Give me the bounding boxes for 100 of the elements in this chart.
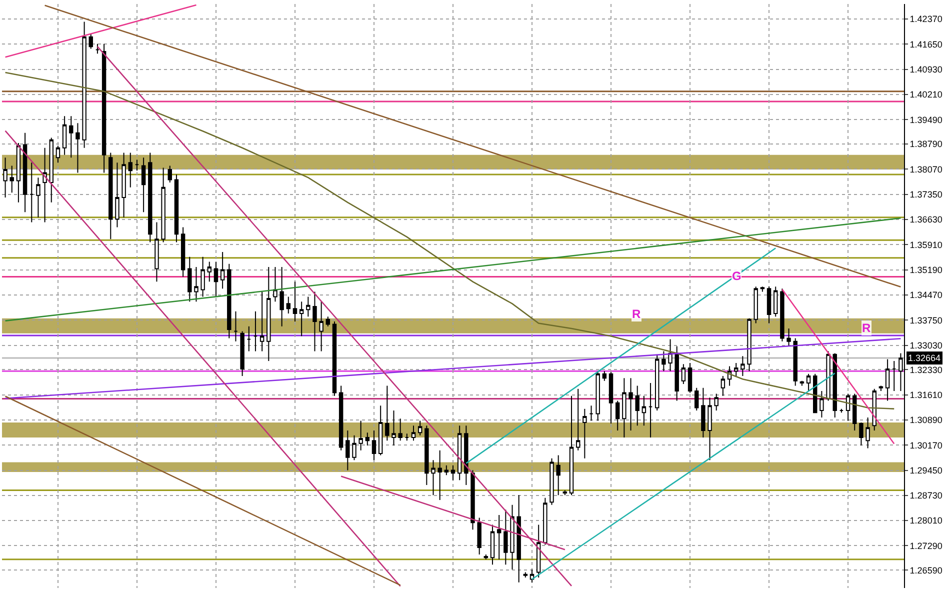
y-tick-label: 1.28730	[910, 490, 942, 501]
candlestick	[846, 393, 850, 422]
candlestick	[220, 251, 225, 290]
candlestick	[569, 395, 574, 496]
candlestick	[404, 433, 410, 442]
candlestick	[280, 266, 284, 327]
candlestick	[36, 177, 40, 218]
y-tick-label: 1.33750	[910, 315, 942, 326]
candlestick	[115, 162, 120, 228]
candlestick	[260, 291, 264, 352]
candlestick	[720, 375, 726, 396]
candlestick	[10, 165, 14, 194]
annotation: G	[732, 269, 742, 283]
y-tick-label: 1.41650	[910, 39, 942, 50]
candlestick	[180, 226, 186, 278]
candlestick	[444, 464, 449, 476]
candlestick	[760, 286, 765, 292]
candlestick	[378, 405, 383, 456]
y-tick-label: 1.31610	[910, 390, 942, 400]
candlestick	[688, 362, 692, 394]
candlestick	[648, 382, 653, 438]
candlestick	[372, 430, 376, 461]
candlestick	[332, 321, 337, 396]
candlestick	[654, 354, 660, 412]
candlestick	[596, 370, 600, 422]
candlestick	[866, 417, 870, 449]
candlestick	[194, 266, 198, 302]
candlestick	[299, 301, 304, 337]
candlestick	[266, 266, 271, 362]
candlestick	[319, 301, 324, 352]
candlestick	[306, 296, 310, 318]
candlestick	[102, 43, 106, 174]
candlestick	[168, 165, 172, 183]
candlestick	[62, 116, 67, 156]
candlestick	[608, 372, 614, 424]
candlestick	[674, 346, 679, 402]
candlestick	[496, 514, 502, 560]
candlestick	[516, 494, 521, 583]
candlestick	[457, 425, 462, 481]
candlestick	[793, 338, 798, 386]
candlestick	[550, 458, 554, 506]
candlestick	[392, 410, 396, 446]
ref-line-label: 1.32664	[908, 353, 941, 363]
y-tick-label: 1.40930	[910, 64, 942, 74]
y-tick-label: 1.26590	[910, 565, 942, 576]
line-series	[4, 72, 895, 410]
candlestick	[589, 405, 594, 422]
candlestick	[76, 122, 80, 174]
candlestick	[754, 286, 758, 324]
candlestick	[312, 291, 317, 352]
annotation: R	[632, 307, 641, 321]
candlestick	[701, 387, 706, 438]
candlestick	[477, 517, 482, 555]
candlestick	[628, 378, 633, 431]
candlestick	[95, 43, 100, 54]
y-tick-label: 1.36630	[910, 214, 942, 225]
y-tick-label: 1.29450	[910, 465, 942, 476]
candlestick	[464, 425, 468, 486]
candlestick	[240, 330, 244, 376]
y-tick-label: 1.40210	[910, 90, 942, 100]
candlestick	[411, 425, 416, 442]
candlestick	[88, 33, 93, 50]
candlestick	[188, 256, 192, 302]
candlestick	[424, 425, 429, 486]
candlestick	[200, 256, 205, 298]
candlestick	[82, 21, 86, 148]
candlestick	[227, 263, 232, 339]
candlestick	[536, 524, 541, 578]
candlestick	[694, 387, 699, 412]
candlestick	[154, 222, 159, 282]
candlestick	[727, 366, 732, 386]
candlestick	[800, 380, 804, 386]
y-tick-label: 1.30170	[910, 440, 942, 450]
annotation: R	[862, 321, 871, 335]
candlestick	[207, 261, 212, 282]
candlestick	[615, 400, 620, 431]
candlestick	[556, 454, 560, 496]
candlestick	[108, 152, 113, 240]
candlestick	[161, 167, 166, 243]
candlestick	[16, 142, 21, 203]
candlestick	[470, 470, 475, 530]
candlestick	[774, 286, 778, 318]
candlestick	[490, 524, 495, 566]
y-tick-label: 1.37350	[910, 190, 942, 200]
candlestick	[3, 157, 8, 198]
candlestick	[438, 450, 442, 500]
candlestick	[852, 393, 857, 431]
candlestick	[602, 370, 607, 382]
candlestick	[292, 281, 298, 322]
candlestick	[747, 318, 752, 372]
candlestick	[214, 261, 218, 298]
candlestick	[668, 338, 672, 372]
candlestick	[786, 328, 791, 347]
candlestick	[734, 362, 738, 376]
candlestick	[30, 162, 34, 223]
y-tick-label: 1.27290	[910, 540, 942, 551]
candlestick	[714, 393, 718, 412]
candlestick	[642, 395, 646, 426]
candlestick	[49, 137, 54, 203]
candlestick	[622, 378, 626, 438]
